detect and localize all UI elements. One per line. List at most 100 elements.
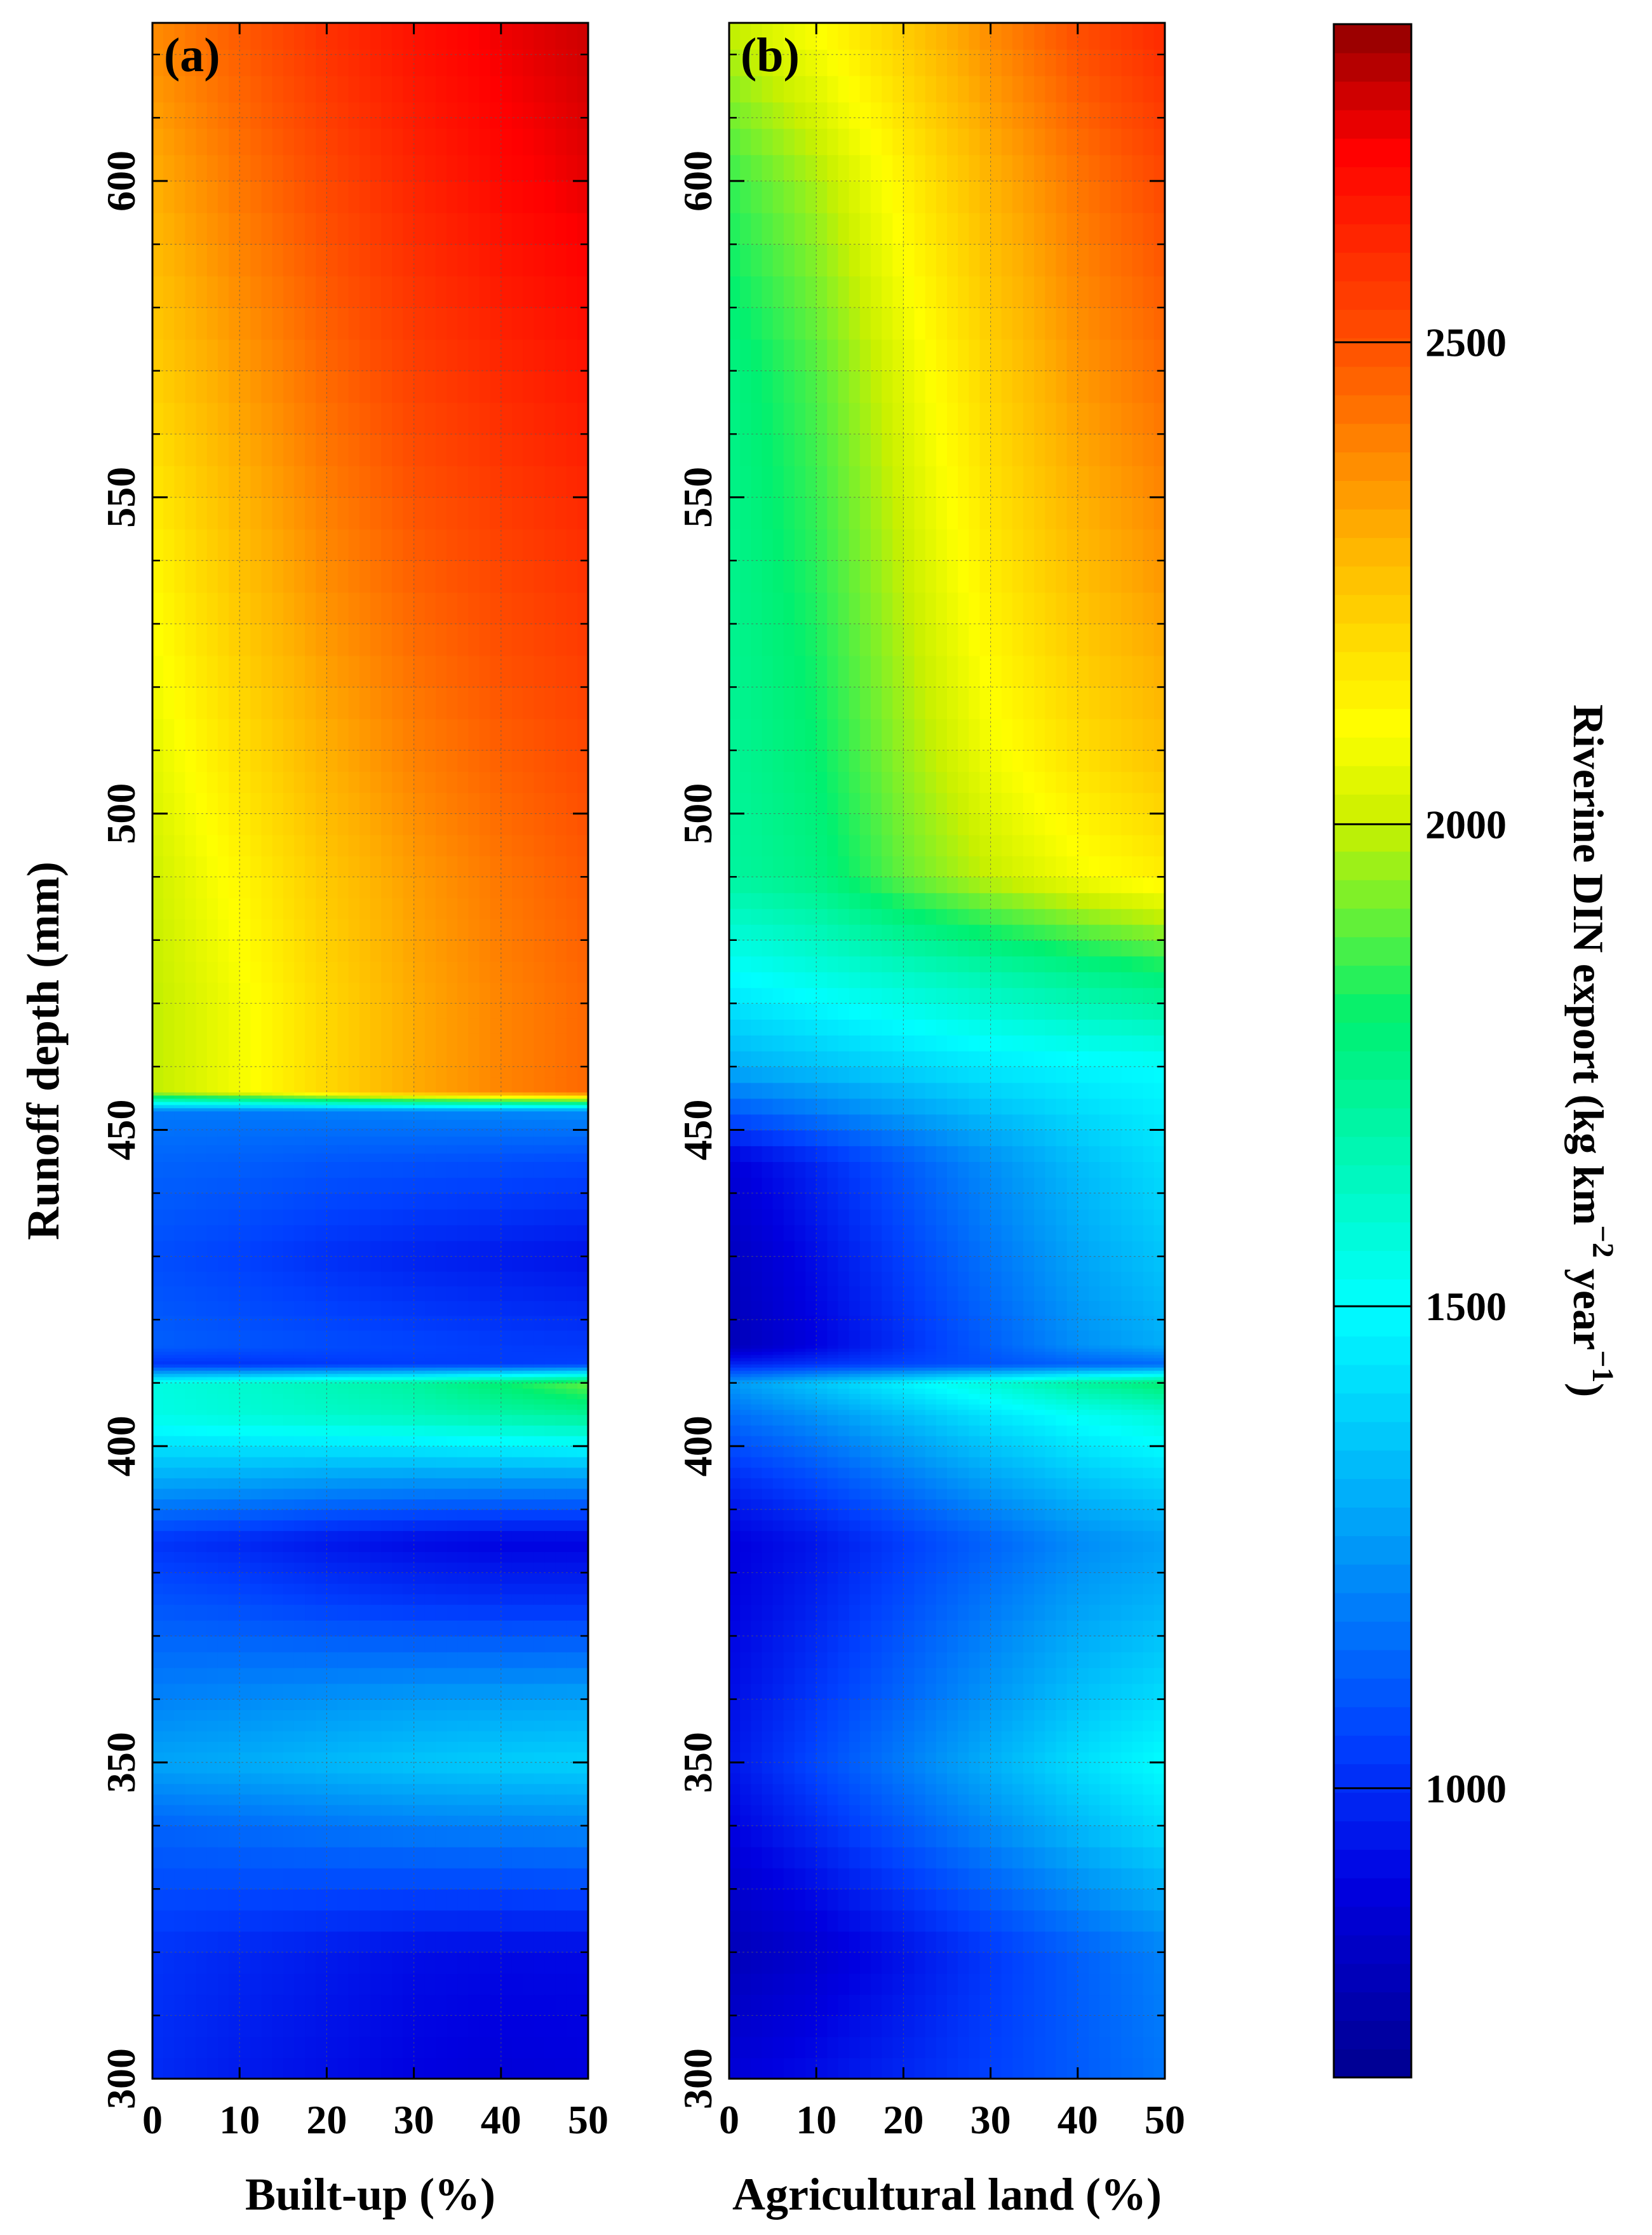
heat-cell: [185, 402, 197, 435]
heat-cell: [392, 212, 404, 245]
heat-cell: [370, 1379, 382, 1384]
heat-cell: [152, 1720, 164, 1732]
heat-cell: [316, 1048, 328, 1063]
heat-cell: [337, 1128, 349, 1137]
heat-cell: [174, 1403, 186, 1410]
heat-cell: [447, 1363, 458, 1368]
heat-cell: [217, 2057, 229, 2079]
heat-cell: [217, 1376, 229, 1381]
heat-cell: [305, 1119, 317, 1128]
heat-cell: [544, 1376, 556, 1381]
heat-cell: [468, 1530, 480, 1542]
heat-cell: [566, 1699, 578, 1710]
heat-cell: [457, 1499, 469, 1510]
heat-cell: [523, 1403, 535, 1410]
heat-cell: [479, 961, 491, 983]
heat-cell: [163, 1409, 175, 1415]
heat-cell: [316, 1351, 328, 1355]
heat-cell: [348, 212, 360, 245]
heat-cell: [468, 1098, 480, 1102]
heat-cell: [196, 940, 208, 962]
heat-cell: [403, 1048, 415, 1063]
heat-cell: [174, 1499, 186, 1510]
heat-cell: [534, 1286, 546, 1302]
heat-cell: [479, 1456, 491, 1468]
heat-cell: [229, 1398, 240, 1405]
heat-cell: [490, 1651, 502, 1668]
heat-cell: [196, 961, 208, 983]
heat-cell: [250, 1128, 262, 1137]
heat-cell: [490, 1783, 502, 1795]
heat-cell: [381, 1128, 393, 1137]
heat-cell: [511, 497, 523, 530]
heat-cell: [206, 1398, 218, 1405]
heat-cell: [413, 1388, 426, 1394]
heat-cell: [490, 877, 502, 899]
heat-cell: [566, 1347, 578, 1352]
heat-cell: [337, 1710, 349, 1721]
heat-cell: [196, 434, 208, 466]
heat-cell: [229, 1478, 240, 1489]
heat-cell: [229, 1119, 240, 1128]
heat-cell: [206, 1509, 218, 1521]
heat-cell: [534, 898, 546, 920]
heat-cell: [163, 1018, 175, 1034]
heat-cell: [326, 1398, 339, 1405]
heat-cell: [435, 1048, 447, 1063]
heat-cell: [283, 1357, 295, 1361]
heat-cell: [523, 1478, 535, 1489]
heat-cell: [163, 1783, 175, 1795]
heat-cell: [468, 1720, 480, 1732]
heat-cell: [293, 1256, 306, 1272]
heat-cell: [468, 1752, 480, 1763]
heat-cell: [577, 2036, 588, 2058]
heat-cell: [337, 1398, 349, 1405]
heat-cell: [348, 813, 360, 835]
heat-cell: [479, 1107, 491, 1112]
heat-cell: [577, 1731, 588, 1742]
heat-cell: [348, 1373, 360, 1377]
heat-cell: [413, 1376, 426, 1381]
heat-cell: [381, 834, 393, 856]
heat-cell: [544, 813, 556, 835]
heat-cell: [435, 1520, 447, 1531]
heat-cell: [337, 877, 349, 899]
heat-cell: [305, 1193, 317, 1210]
heat-cell: [479, 1373, 491, 1377]
heat-cell: [511, 560, 523, 593]
heat-cell: [392, 940, 404, 962]
heat-cell: [293, 898, 306, 920]
heat-cell: [511, 719, 523, 751]
heat-cell: [534, 1398, 546, 1405]
heat-cell: [152, 1136, 164, 1145]
heat-cell: [447, 592, 458, 625]
heat-cell: [326, 402, 339, 435]
heat-cell: [392, 1752, 404, 1763]
heat-cell: [523, 1889, 535, 1911]
heat-cell: [359, 1177, 371, 1194]
heat-cell: [490, 1509, 502, 1521]
heat-cell: [206, 1161, 218, 1178]
heat-cell: [523, 434, 535, 466]
heat-cell: [163, 1910, 175, 1932]
heat-cell: [370, 1699, 382, 1710]
heat-cell: [217, 1541, 229, 1553]
heat-cell: [555, 1446, 567, 1457]
heat-cell: [468, 1136, 480, 1145]
heat-cell: [293, 1161, 306, 1178]
heat-cell: [206, 1048, 218, 1063]
heat-cell: [250, 1952, 262, 1974]
heat-cell: [534, 1403, 546, 1410]
heat-cell: [544, 1388, 556, 1394]
heat-cell: [185, 1018, 197, 1034]
heat-cell: [413, 1683, 426, 1700]
heat-cell: [413, 1208, 426, 1226]
heat-cell: [152, 940, 164, 962]
heat-cell: [555, 1098, 567, 1102]
heat-cell: [326, 1367, 339, 1371]
heat-cell: [534, 1111, 546, 1120]
heat-cell: [381, 1224, 393, 1241]
heat-cell: [511, 1720, 523, 1732]
heat-cell: [381, 2015, 393, 2037]
heat-cell: [534, 1152, 546, 1163]
